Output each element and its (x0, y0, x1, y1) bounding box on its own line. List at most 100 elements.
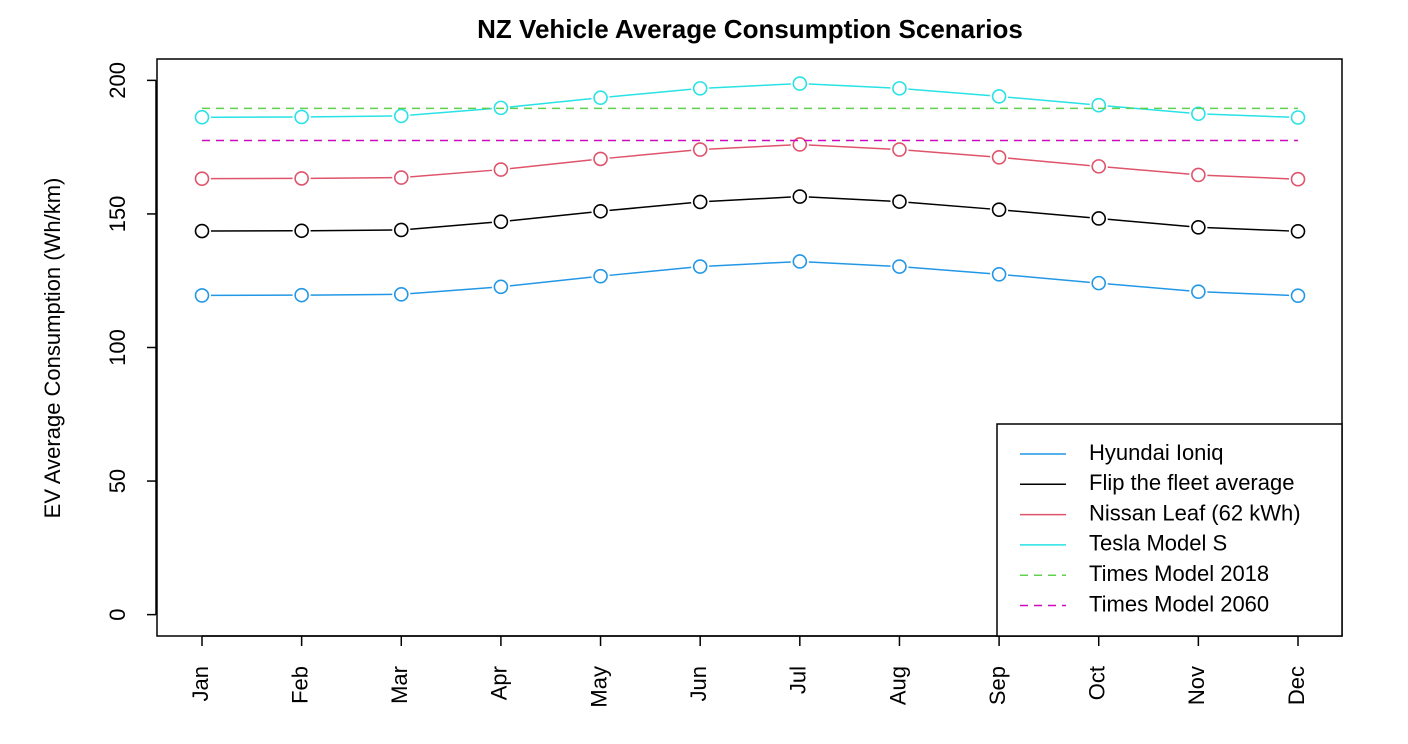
data-point (792, 137, 808, 152)
data-point (792, 189, 808, 204)
data-point (1191, 284, 1206, 299)
series-line-segment (609, 202, 692, 212)
series-line-segment (808, 261, 891, 267)
data-point (194, 288, 210, 303)
data-point (1091, 97, 1107, 113)
data-point (393, 222, 409, 238)
series-line-segment (609, 88, 692, 98)
legend-label: Times Model 2018 (1089, 561, 1269, 586)
data-point (593, 151, 608, 167)
data-point (294, 109, 309, 125)
data-point (1191, 106, 1206, 122)
y-tick-label: 50 (105, 469, 130, 493)
data-point (991, 202, 1007, 217)
data-point (692, 194, 708, 210)
series-line-segment (1207, 174, 1290, 180)
series-line-segment (808, 196, 891, 202)
legend-label: Flip the fleet average (1089, 470, 1294, 495)
legend-label: Tesla Model S (1089, 531, 1227, 556)
series-line-segment (908, 88, 991, 97)
x-tick-label: Sep (985, 666, 1010, 705)
series-line-segment (1207, 113, 1290, 118)
series-line-segment (410, 221, 493, 230)
series-line-segment (1007, 274, 1090, 284)
x-tick-label: Feb (287, 666, 312, 704)
series-line-segment (808, 83, 891, 89)
data-point (1191, 167, 1206, 183)
data-point (1091, 275, 1107, 291)
y-tick-label: 150 (105, 196, 130, 233)
legend: Hyundai Ioniq Flip the fleet average Nissa… (996, 423, 1343, 637)
data-point (294, 287, 309, 303)
data-point (493, 100, 509, 116)
chart-title: NZ Vehicle Average Consumption Scenarios (477, 14, 1023, 44)
series-line-segment (709, 196, 791, 203)
x-tick-label: Nov (1184, 666, 1209, 705)
data-point (1091, 211, 1107, 226)
data-point (393, 287, 409, 302)
legend-label: Hyundai Ioniq (1089, 440, 1224, 465)
data-point (593, 203, 608, 219)
data-point (194, 109, 210, 125)
data-point (792, 254, 808, 269)
x-tick-label: Mar (387, 666, 412, 704)
data-point (892, 81, 907, 96)
data-point (1290, 110, 1306, 125)
series-line-segment (310, 293, 393, 296)
legend-label: Times Model 2060 (1089, 591, 1269, 616)
series-line-segment (1007, 157, 1090, 167)
data-point (393, 170, 409, 185)
data-point (493, 162, 509, 177)
y-axis: 0 50 100 150 200 (105, 62, 157, 621)
series-line-segment (709, 144, 791, 150)
series-1 (194, 189, 1306, 239)
series-line-segment (709, 83, 791, 89)
series-line-segment (509, 276, 592, 287)
x-tick-label: Jul (786, 666, 811, 694)
series-line-segment (1207, 291, 1290, 297)
data-point (1191, 219, 1206, 235)
data-point (1091, 159, 1107, 174)
data-point (593, 90, 608, 106)
data-point (692, 259, 708, 274)
series-line-segment (1107, 166, 1190, 175)
series-line-segment (410, 107, 492, 116)
data-point (1290, 288, 1306, 303)
data-point (991, 89, 1007, 104)
data-point (991, 267, 1007, 282)
x-tick-label: May (586, 666, 611, 708)
series-line-segment (509, 97, 592, 108)
series-line-segment (509, 159, 592, 170)
x-tick-label: Jun (686, 666, 711, 701)
series-0 (194, 254, 1306, 303)
series-2 (194, 137, 1306, 187)
series-line-segment (410, 286, 492, 295)
data-point (493, 214, 509, 229)
series-line-segment (609, 266, 692, 277)
series-line-segment (310, 229, 393, 232)
data-point (692, 142, 708, 157)
data-point (493, 279, 509, 295)
series-3 (194, 76, 1306, 125)
series-line-segment (1107, 283, 1190, 292)
data-point (892, 142, 907, 157)
series-line-segment (908, 149, 991, 158)
series-line-segment (609, 149, 692, 159)
series-line-segment (908, 201, 991, 210)
series-line-segment (509, 211, 592, 222)
x-tick-label: Dec (1284, 666, 1309, 705)
legend-box (996, 423, 1343, 637)
data-point (892, 194, 907, 209)
series-line-segment (1207, 226, 1290, 232)
y-tick-label: 0 (105, 609, 130, 621)
x-tick-label: Oct (1085, 666, 1110, 700)
series-line-segment (310, 115, 393, 118)
data-point (194, 223, 210, 239)
data-point (1290, 171, 1306, 187)
data-point (294, 171, 309, 186)
y-tick-label: 100 (105, 329, 130, 366)
data-point (194, 171, 210, 186)
series-line-segment (410, 169, 492, 178)
data-point (294, 223, 309, 239)
series-line-segment (808, 144, 891, 150)
